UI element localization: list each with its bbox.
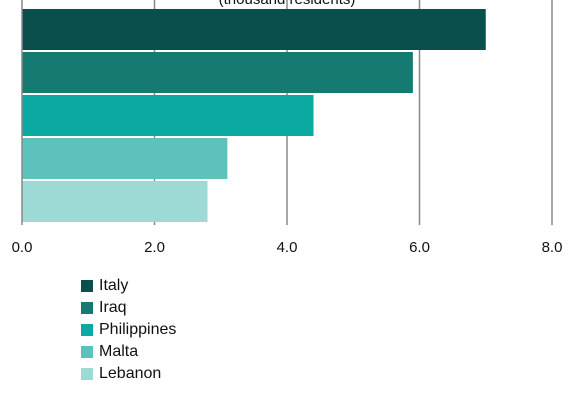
legend-item-iraq: Iraq	[81, 297, 176, 319]
bar-lebanon	[22, 181, 208, 222]
legend-item-italy: Italy	[81, 275, 176, 297]
x-tick-label: 0.0	[12, 239, 33, 256]
legend: Italy Iraq Philippines Malta Lebanon	[81, 275, 176, 385]
bar-iraq	[22, 52, 413, 93]
legend-label: Lebanon	[99, 365, 162, 382]
x-tick-label: 6.0	[409, 239, 430, 256]
bar-italy	[22, 9, 486, 50]
legend-swatch	[81, 368, 93, 380]
legend-swatch	[81, 324, 93, 336]
legend-label: Iraq	[99, 299, 127, 316]
bar-philippines	[22, 95, 314, 136]
legend-label: Italy	[99, 277, 129, 294]
bar-malta	[22, 138, 228, 179]
legend-swatch	[81, 346, 93, 358]
bars	[22, 9, 486, 222]
x-tick-label: 4.0	[277, 239, 298, 256]
legend-label: Philippines	[99, 321, 177, 338]
legend-swatch	[81, 280, 93, 292]
legend-swatch	[81, 302, 93, 314]
x-axis-tick-labels: 0.0 2.0 4.0 6.0 8.0	[12, 239, 563, 256]
chart-subtitle: (thousand residents)	[219, 0, 356, 8]
legend-item-philippines: Philippines	[81, 319, 176, 341]
legend-item-malta: Malta	[81, 341, 176, 363]
x-tick-label: 8.0	[542, 239, 563, 256]
x-tick-label: 2.0	[144, 239, 165, 256]
legend-label: Malta	[99, 343, 139, 360]
legend-item-lebanon: Lebanon	[81, 363, 176, 385]
